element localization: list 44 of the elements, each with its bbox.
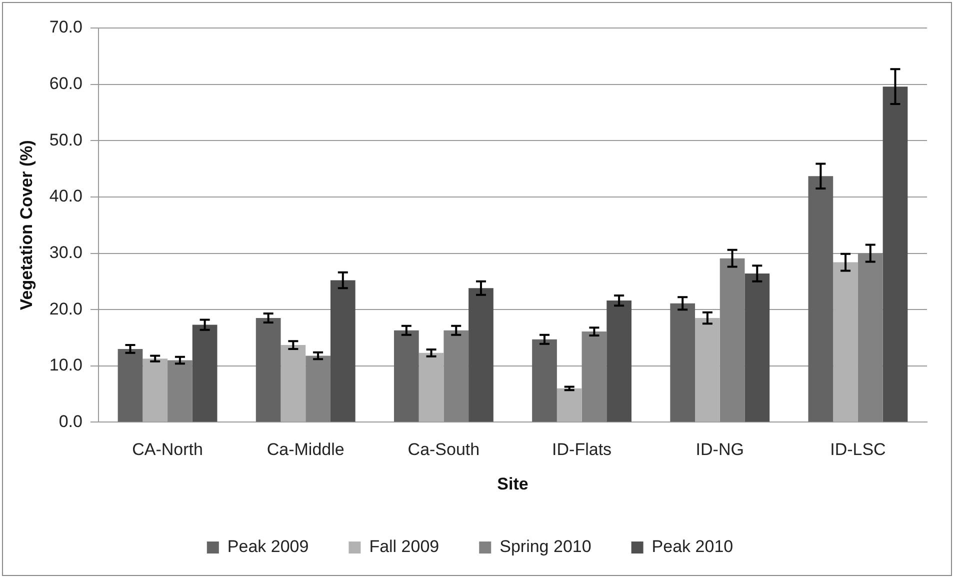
bar xyxy=(556,388,582,422)
y-tick-label: 70.0 xyxy=(49,18,82,37)
y-tick-label: 60.0 xyxy=(49,74,82,93)
bar xyxy=(833,262,858,422)
x-tick-label: ID-LSC xyxy=(830,440,886,460)
bar xyxy=(192,324,218,422)
x-tick-label: ID-NG xyxy=(696,440,744,460)
bar xyxy=(468,288,494,422)
x-tick-label: Ca-South xyxy=(408,440,480,460)
bar xyxy=(882,86,908,422)
y-tick-label: 0.0 xyxy=(58,412,82,431)
y-tick-label: 30.0 xyxy=(49,242,82,262)
y-tick-label: 10.0 xyxy=(49,356,82,375)
y-tick-label: 50.0 xyxy=(49,130,82,150)
bar xyxy=(168,360,192,422)
legend-label: Peak 2009 xyxy=(227,537,309,556)
bar xyxy=(444,330,469,422)
bar xyxy=(858,253,883,422)
bar xyxy=(256,318,281,422)
bar xyxy=(418,352,444,422)
bar xyxy=(808,176,834,422)
bar xyxy=(394,330,419,422)
x-tick-label: Ca-Middle xyxy=(266,440,344,460)
y-axis-title: Vegetation Cover (%) xyxy=(16,140,36,310)
legend-label: Peak 2010 xyxy=(652,537,734,556)
bar xyxy=(142,358,168,422)
bar xyxy=(720,258,745,422)
bar xyxy=(670,303,696,422)
x-axis-title: Site xyxy=(497,474,528,494)
bar xyxy=(306,356,330,422)
bar xyxy=(744,274,770,422)
x-tick-label: ID-Flats xyxy=(552,440,612,460)
bar xyxy=(582,332,607,422)
bar xyxy=(330,280,356,422)
bar xyxy=(532,339,557,422)
y-tick-label: 40.0 xyxy=(49,186,82,206)
bar xyxy=(606,300,632,422)
legend-label: Spring 2010 xyxy=(500,537,592,556)
legend-label: Fall 2009 xyxy=(369,537,440,556)
bar xyxy=(118,348,143,422)
y-tick-label: 20.0 xyxy=(49,299,82,318)
bar xyxy=(280,345,306,422)
bar xyxy=(695,318,720,422)
x-tick-label: CA-North xyxy=(132,440,203,460)
